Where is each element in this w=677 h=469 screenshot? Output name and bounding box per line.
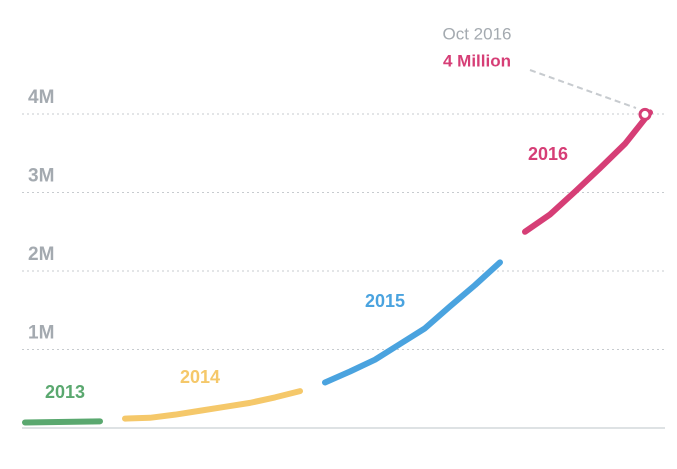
series-line: [122, 388, 303, 422]
y-tick-label: 4M: [28, 87, 54, 108]
series-label: 2014: [180, 367, 220, 387]
series-line: [322, 259, 503, 386]
y-tick-label: 3M: [28, 166, 54, 187]
series-label: 2013: [45, 382, 85, 402]
y-tick-label: 2M: [28, 244, 54, 265]
annotation-leader: [529, 69, 637, 109]
series-line: [22, 418, 103, 426]
series-line: [522, 109, 653, 235]
series-label: 2016: [528, 144, 568, 164]
end-marker: [638, 107, 652, 121]
y-tick-label: 1M: [28, 323, 54, 344]
annotation-date: Oct 2016: [443, 24, 512, 43]
annotation-label: 4 Million: [443, 51, 511, 70]
series-label: 2015: [365, 291, 405, 311]
